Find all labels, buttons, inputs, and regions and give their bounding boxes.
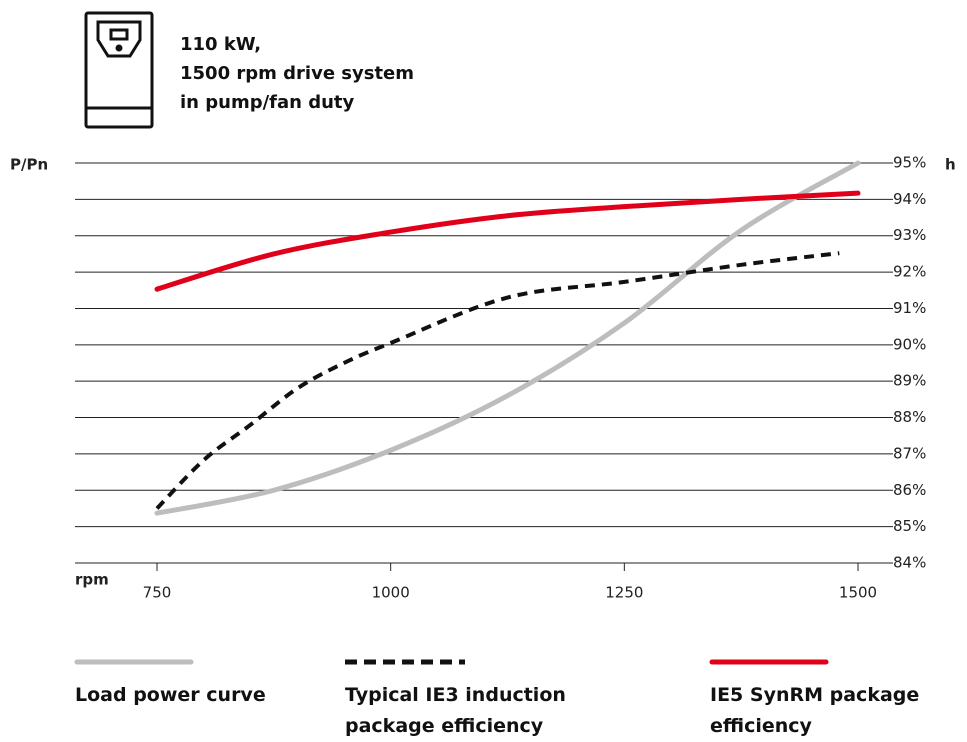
header: 110 kW, 1500 rpm drive system in pump/fan … (180, 30, 414, 117)
series-line (154, 190, 861, 292)
x-tick-label: 750 (143, 584, 172, 602)
drive-icon (84, 11, 154, 129)
y2-tick-label: 89% (893, 372, 926, 390)
legend-label: Typical IE3 induction package efficiency (345, 684, 566, 737)
y2-tick-label: 95% (893, 154, 926, 172)
y2-tick-label: 86% (893, 481, 926, 499)
y2-tick-label: 93% (893, 226, 926, 244)
title-line: 1500 rpm drive system (180, 63, 415, 84)
title-line: in pump/fan duty (180, 92, 355, 113)
x-axis-label: rpm (75, 571, 109, 589)
y2-tick-label: 92% (893, 263, 926, 281)
y2-tick-label: 87% (893, 444, 926, 462)
title-line: 110 kW, (180, 34, 262, 55)
y2-tick-label: 85% (893, 517, 926, 535)
x-tick-label: 1250 (605, 584, 643, 602)
x-tick-label: 1500 (839, 584, 877, 602)
y2-tick-label: 94% (893, 190, 926, 208)
y-axis-label: P/Pn (10, 156, 48, 174)
series-line (154, 160, 861, 516)
x-tick-label: 1000 (372, 584, 410, 602)
y2-tick-label: 88% (893, 408, 926, 426)
legend-label: IE5 SynRM package efficiency (710, 684, 920, 737)
y2-tick-label: 90% (893, 335, 926, 353)
series-line (155, 251, 840, 510)
y2-tick-label: 84% (893, 554, 926, 572)
y2-axis-label: h (945, 156, 956, 174)
legend-label: Load power curve (75, 684, 266, 706)
y2-tick-label: 91% (893, 299, 926, 317)
